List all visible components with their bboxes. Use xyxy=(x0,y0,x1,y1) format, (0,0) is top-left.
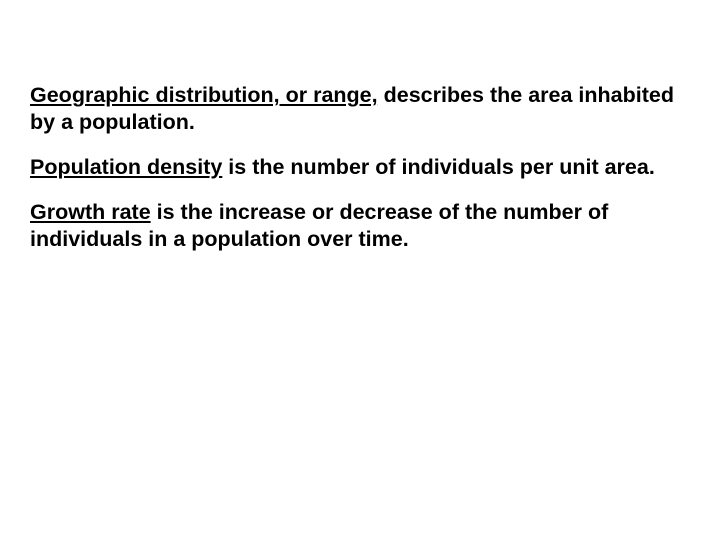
paragraph-growth-rate: Growth rate is the increase or decrease … xyxy=(30,199,690,253)
term-growth-rate: Growth rate xyxy=(30,200,151,224)
paragraph-population-density: Population density is the number of indi… xyxy=(30,154,690,181)
definition-population-density: is the number of individuals per unit ar… xyxy=(222,155,654,179)
term-geographic-distribution: Geographic distribution, or range, xyxy=(30,83,378,107)
paragraph-geographic-distribution: Geographic distribution, or range, descr… xyxy=(30,82,690,136)
document-body: Geographic distribution, or range, descr… xyxy=(30,82,690,270)
term-population-density: Population density xyxy=(30,155,222,179)
